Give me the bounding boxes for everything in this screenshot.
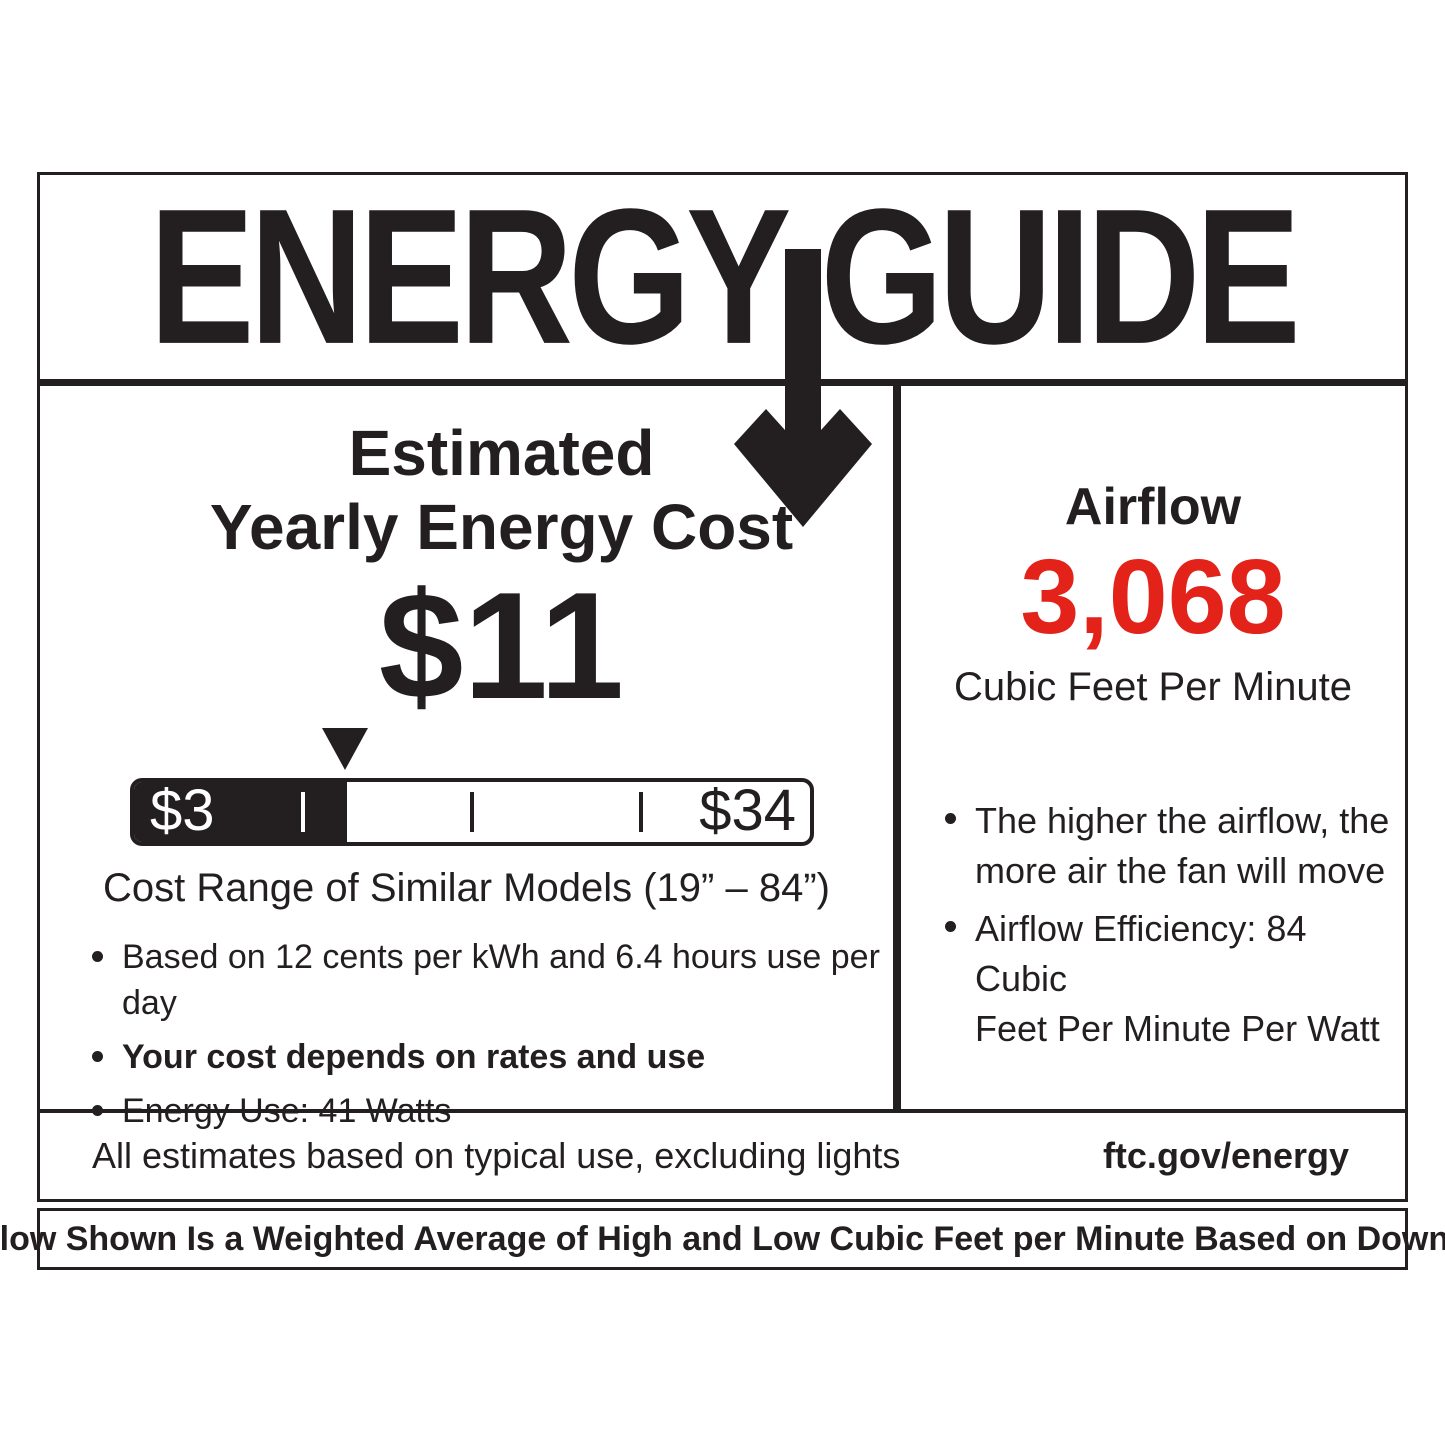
downrod-note-box: Airflow Shown Is a Weighted Average of H… bbox=[0, 1208, 1445, 1270]
airflow-unit: Cubic Feet Per Minute bbox=[954, 665, 1352, 709]
cost-range-tick bbox=[470, 792, 474, 832]
bullet-dot-icon bbox=[92, 1105, 103, 1116]
bullet-item: Your cost depends on rates and use bbox=[92, 1034, 893, 1080]
downrod-note-text: Airflow Shown Is a Weighted Average of H… bbox=[0, 1219, 1445, 1258]
bullet-text: Based on 12 cents per kWh and 6.4 hours … bbox=[122, 938, 880, 1022]
vertical-divider bbox=[893, 386, 901, 1109]
cost-range-tick bbox=[639, 792, 643, 832]
footer-url: ftc.gov/energy bbox=[1102, 1135, 1349, 1176]
cost-title-line2: Yearly Energy Cost bbox=[209, 491, 794, 563]
cost-title: Estimated Yearly Energy Cost bbox=[40, 416, 893, 564]
logo-text-guide: GUIDE bbox=[820, 169, 1300, 385]
bullet-item: Airflow Efficiency: 84 Cubic Feet Per Mi… bbox=[945, 904, 1405, 1054]
cost-bullet-list: Based on 12 cents per kWh and 6.4 hours … bbox=[40, 934, 893, 1134]
bullet-text: Airflow Efficiency: 84 Cubic Feet Per Mi… bbox=[975, 908, 1380, 1049]
cost-range-max-label: $34 bbox=[699, 778, 796, 843]
cost-range-fill bbox=[134, 782, 347, 842]
cost-range-min-label: $3 bbox=[150, 778, 215, 843]
airflow-panel: Airflow 3,068 Cubic Feet Per Minute The … bbox=[901, 386, 1405, 1109]
cost-range-bar: $3 $34 bbox=[130, 728, 814, 846]
yearly-cost-value: $11 bbox=[378, 561, 625, 731]
energy-cost-panel: Estimated Yearly Energy Cost $11 $3 $34 … bbox=[40, 386, 893, 1130]
cost-range-caption: Cost Range of Similar Models (19” – 84”) bbox=[103, 866, 830, 910]
energy-guide-label: ENERGY GUIDE Estimated Yearly Energy Cos… bbox=[37, 172, 1408, 1202]
bullet-item: Energy Use: 41 Watts bbox=[92, 1088, 893, 1134]
label-footer: All estimates based on typical use, excl… bbox=[40, 1109, 1405, 1199]
airflow-value: 3,068 bbox=[1020, 538, 1286, 656]
cost-marker-triangle-icon bbox=[322, 728, 369, 770]
cost-title-line1: Estimated bbox=[348, 417, 655, 489]
bullet-dot-icon bbox=[92, 1051, 103, 1062]
cost-range-track: $3 $34 bbox=[130, 778, 814, 846]
airflow-bullet-list: The higher the airflow, the more air the… bbox=[901, 796, 1405, 1054]
footer-disclaimer: All estimates based on typical use, excl… bbox=[92, 1135, 901, 1176]
down-arrow-icon bbox=[734, 249, 873, 527]
logo-text-energy: ENERGY bbox=[149, 169, 791, 385]
label-body: Estimated Yearly Energy Cost $11 $3 $34 … bbox=[40, 379, 1405, 1130]
bullet-dot-icon bbox=[945, 921, 956, 932]
bullet-item: The higher the airflow, the more air the… bbox=[945, 796, 1405, 896]
cost-range-tick bbox=[301, 792, 305, 832]
airflow-title: Airflow bbox=[1064, 478, 1242, 536]
bullet-text: The higher the airflow, the more air the… bbox=[975, 800, 1390, 891]
energyguide-logo: ENERGY GUIDE bbox=[40, 169, 1405, 527]
logo-arrow-anchor bbox=[734, 197, 873, 527]
bullet-text: Energy Use: 41 Watts bbox=[122, 1092, 452, 1130]
bullet-dot-icon bbox=[945, 813, 956, 824]
bullet-dot-icon bbox=[92, 951, 103, 962]
bullet-item: Based on 12 cents per kWh and 6.4 hours … bbox=[92, 934, 893, 1026]
bullet-text: Your cost depends on rates and use bbox=[122, 1038, 706, 1076]
